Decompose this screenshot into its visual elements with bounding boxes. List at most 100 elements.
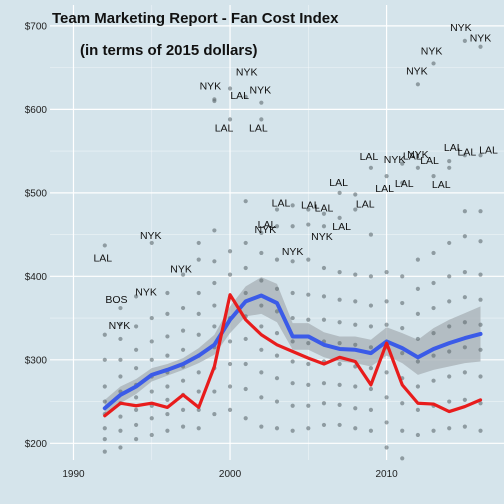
- team-label: LAL: [360, 151, 379, 163]
- data-point: [431, 280, 436, 286]
- data-point: [274, 224, 280, 229]
- data-point: [306, 257, 311, 262]
- data-point: [243, 94, 248, 99]
- data-point: [368, 232, 374, 237]
- y-tick-label: $600: [25, 105, 48, 116]
- data-point: [134, 437, 139, 442]
- data-point: [227, 117, 233, 122]
- data-point: [149, 432, 154, 438]
- team-label: LAL: [403, 151, 422, 163]
- data-point: [134, 366, 139, 371]
- data-point: [337, 402, 342, 407]
- data-point: [462, 38, 467, 43]
- data-point: [134, 422, 139, 428]
- data-point: [212, 228, 217, 233]
- data-point: [384, 370, 389, 375]
- data-point: [149, 357, 154, 362]
- data-point: [337, 270, 342, 275]
- data-point: [243, 386, 248, 392]
- data-point: [196, 407, 201, 413]
- data-point: [353, 272, 358, 277]
- data-point: [274, 399, 280, 404]
- data-point: [274, 376, 280, 381]
- data-point: [353, 322, 358, 327]
- data-point: [118, 321, 123, 327]
- data-point: [134, 407, 139, 413]
- data-point: [447, 324, 452, 329]
- y-tick-label: $200: [25, 439, 48, 450]
- chart-title: Team Marketing Report - Fan Cost Index: [52, 10, 339, 27]
- data-point: [290, 259, 295, 264]
- data-point: [368, 345, 374, 350]
- data-point: [290, 315, 295, 321]
- data-point: [306, 317, 311, 322]
- data-point: [118, 445, 123, 450]
- data-point: [180, 328, 186, 333]
- data-point: [447, 426, 452, 431]
- chart-subtitle: (in terms of 2015 dollars): [80, 42, 258, 59]
- data-point: [259, 303, 264, 308]
- smooth-trend-line: [102, 293, 483, 411]
- data-point: [415, 407, 420, 413]
- data-point: [134, 294, 139, 299]
- data-point: [321, 224, 327, 229]
- data-point: [102, 243, 107, 248]
- data-point: [259, 370, 264, 375]
- data-point: [259, 250, 264, 256]
- team-label: NYK: [421, 45, 443, 57]
- data-point: [212, 280, 217, 286]
- data-point: [321, 294, 327, 299]
- data-point: [415, 311, 420, 316]
- data-point: [400, 325, 405, 331]
- team-label: LAL: [215, 122, 234, 134]
- data-point: [274, 257, 280, 262]
- data-point: [478, 428, 483, 433]
- team-label: NYK: [470, 33, 492, 45]
- data-point: [321, 317, 327, 322]
- data-point: [384, 395, 389, 400]
- data-point: [196, 370, 201, 375]
- team-label: LAL: [420, 155, 439, 167]
- data-point: [243, 361, 248, 367]
- y-tick-label: $700: [25, 21, 48, 32]
- data-point: [384, 174, 389, 179]
- data-point: [290, 381, 295, 386]
- data-point: [400, 428, 405, 433]
- data-point: [337, 361, 342, 367]
- data-point: [415, 384, 420, 389]
- team-label: NYK: [236, 66, 258, 78]
- data-point: [400, 351, 405, 356]
- confidence-band: [104, 277, 481, 417]
- data-point: [259, 395, 264, 400]
- data-point: [400, 274, 405, 279]
- smooth-confidence-band: [104, 277, 481, 417]
- team-label: LAL: [249, 122, 268, 134]
- data-point: [384, 299, 389, 304]
- data-point: [431, 250, 436, 256]
- data-point: [165, 411, 170, 417]
- data-point: [384, 322, 389, 327]
- team-label: NYK: [406, 65, 428, 77]
- data-point: [118, 414, 123, 419]
- data-point: [462, 397, 467, 402]
- data-point: [384, 445, 389, 450]
- team-label: BOS: [105, 294, 127, 306]
- data-point: [478, 272, 483, 277]
- data-point: [368, 324, 374, 329]
- data-point: [102, 384, 107, 389]
- x-tick-label: 1990: [62, 469, 85, 480]
- data-point: [337, 320, 342, 325]
- team-label: LAL: [458, 146, 477, 158]
- data-point: [447, 349, 452, 354]
- data-point: [306, 222, 311, 227]
- team-label: LAL: [230, 90, 249, 102]
- data-point: [165, 428, 170, 433]
- data-point: [274, 309, 280, 314]
- data-point: [478, 401, 483, 406]
- data-point: [368, 366, 374, 371]
- x-tick-label: 2010: [375, 469, 398, 480]
- data-point: [400, 180, 405, 185]
- data-point: [337, 341, 342, 346]
- data-point: [353, 299, 358, 304]
